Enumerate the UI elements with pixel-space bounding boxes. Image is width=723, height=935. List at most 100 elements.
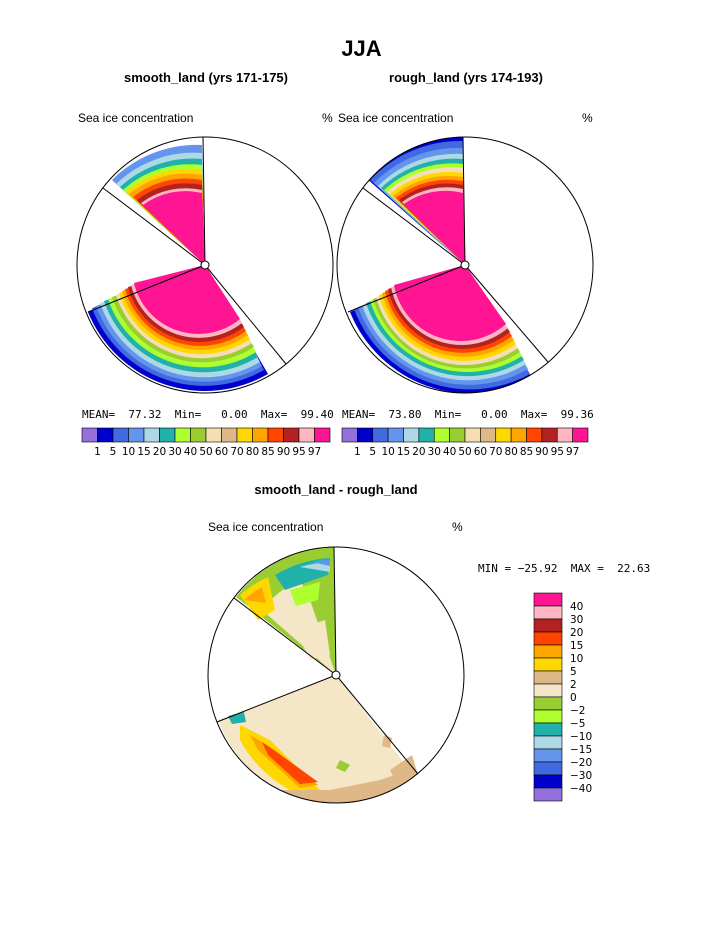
panel-1-colorbar-tick-label: 80	[246, 446, 259, 458]
panel-1-max-value: 99.40	[300, 408, 334, 421]
panel-2-variable-label: Sea ice concentration	[338, 111, 454, 125]
panel-1-colorbar-tick-label: 20	[153, 446, 166, 458]
panel-2-colorbar-swatch	[541, 427, 558, 443]
panel-1-units-label: %	[322, 111, 333, 125]
panel-2-colorbar-swatch	[418, 427, 435, 443]
panel-3-colorbar-tick-label: −30	[570, 770, 592, 782]
panel-2-colorbar-tick-label: 15	[397, 446, 410, 458]
panel-2-mean-value: 73.80	[388, 408, 422, 421]
panel-1-colorbar-swatch	[190, 427, 207, 443]
panel-1-map	[76, 136, 334, 394]
panel-3-title: smooth_land - rough_land	[254, 482, 418, 497]
panel-2-colorbar-swatch	[449, 427, 466, 443]
panel-1-colorbar-swatch	[143, 427, 160, 443]
panel-1-colorbar-swatch	[112, 427, 129, 443]
panel-1-colorbar-swatch	[236, 427, 253, 443]
panel-1-map-outline	[76, 136, 334, 394]
panel-2-colorbar-swatch	[526, 427, 543, 443]
panel-2-colorbar-tick-label: 10	[381, 446, 394, 458]
panel-1-mean-label: MEAN=	[82, 408, 116, 421]
panel-1-colorbar-swatch	[128, 427, 145, 443]
panel-3-colorbar-tick-label: 20	[570, 627, 583, 639]
panel-2-colorbar-tick-label: 95	[551, 446, 564, 458]
panel-2-colorbar-swatch	[341, 427, 358, 443]
panel-2-colorbar-tick-label: 30	[428, 446, 441, 458]
panel-1-colorbar-swatch	[252, 427, 269, 443]
panel-2-min-value: 0.00	[481, 408, 508, 421]
panel-1-mean-value: 77.32	[128, 408, 162, 421]
panel-1-min-value: 0.00	[221, 408, 248, 421]
panel-3-colorbar-tick-label: 10	[570, 653, 583, 665]
panel-1-stats: MEAN= 77.32 Min= 0.00 Max= 99.40	[82, 408, 334, 421]
panel-3-colorbar-swatch	[533, 605, 563, 620]
panel-3-colorbar-tick-label: 15	[570, 640, 583, 652]
panel-3-units-label: %	[452, 520, 463, 534]
panel-3-colorbar-tick-label: −10	[570, 731, 592, 743]
panel-3-colorbar-swatch	[533, 683, 563, 698]
panel-3-upper-sector	[236, 547, 336, 675]
panel-3-colorbar-tick-label: −15	[570, 744, 592, 756]
panel-3-colorbar-swatch	[533, 787, 563, 802]
panel-1-lower-sector	[88, 265, 268, 391]
panel-2-map-outline	[336, 136, 594, 394]
panel-3-colorbar-tick-label: −20	[570, 757, 592, 769]
panel-2-colorbar-swatch	[372, 427, 389, 443]
panel-2-colorbar-tick-label: 85	[520, 446, 533, 458]
panel-3-colorbar-tick-label: −40	[570, 783, 592, 795]
panel-3-colorbar-swatch	[533, 670, 563, 685]
panel-1-colorbar-tick-label: 95	[292, 446, 305, 458]
panel-2-colorbar-tick-label: 50	[458, 446, 471, 458]
figure-title: JJA	[341, 36, 382, 61]
panel-1-colorbar-tick-label: 97	[308, 446, 321, 458]
panel-3-colorbar-swatch	[533, 631, 563, 646]
panel-1-title: smooth_land (yrs 171-175)	[123, 70, 288, 85]
panel-3-colorbar-swatch	[533, 644, 563, 659]
panel-2-stats: MEAN= 73.80 Min= 0.00 Max= 99.36	[342, 408, 594, 421]
panel-1-colorbar-tick-label: 40	[184, 446, 197, 458]
panel-1-colorbar-swatch	[159, 427, 176, 443]
panel-2-colorbar-tick-label: 1	[354, 446, 361, 458]
panel-2-colorbar-swatch	[572, 427, 589, 443]
panel-3-minmax: MIN = −25.92 MAX = 22.63	[478, 562, 651, 575]
panel-2-colorbar-tick-label: 80	[504, 446, 517, 458]
panel-3-colorbar-swatch	[533, 735, 563, 750]
panel-3-colorbar-tick-label: −2	[570, 705, 585, 717]
panel-1-colorbar-swatch	[174, 427, 191, 443]
panel-3-colorbar-swatch	[533, 657, 563, 672]
panel-2-units-label: %	[582, 111, 593, 125]
panel-2-colorbar-swatch	[510, 427, 527, 443]
panel-1-colorbar-swatch	[205, 427, 222, 443]
panel-3-map	[207, 546, 465, 804]
panel-3-map-outline	[207, 546, 465, 804]
panel-3-variable-label: Sea ice concentration	[208, 520, 324, 534]
panel-2-colorbar-tick-label: 97	[566, 446, 579, 458]
panel-1-min-label: Min=	[174, 408, 202, 421]
panel-1-colorbar-swatch	[314, 427, 331, 443]
panel-2-colorbar-swatch	[403, 427, 420, 443]
panel-1-colorbar-tick-label: 30	[168, 446, 181, 458]
panel-1-colorbar-tick-label: 1	[94, 446, 101, 458]
panel-3-lower-sector	[218, 675, 418, 803]
panel-2-colorbar-tick-label: 90	[535, 446, 548, 458]
panel-2-colorbar-swatch	[357, 427, 374, 443]
panel-1-colorbar-swatch	[97, 427, 114, 443]
panel-3-colorbar-tick-label: 0	[570, 692, 577, 704]
panel-1-max-label: Max=	[260, 408, 288, 421]
panel-3-colorbar-tick-label: 30	[570, 614, 583, 626]
panel-3-colorbar-tick-label: 2	[570, 679, 577, 691]
panel-2-mean-label: MEAN=	[342, 408, 376, 421]
panel-1-colorbar-swatch	[221, 427, 238, 443]
panel-1-colorbar-tick-label: 50	[199, 446, 212, 458]
panel-2-colorbar-swatch	[387, 427, 404, 443]
panel-2-title: rough_land (yrs 174-193)	[389, 70, 543, 85]
panel-1-colorbar-tick-label: 60	[215, 446, 228, 458]
panel-2-colorbar-tick-label: 70	[489, 446, 502, 458]
panel-2-colorbar-tick-label: 40	[443, 446, 456, 458]
panel-2-colorbar-tick-label: 60	[474, 446, 487, 458]
panel-2-colorbar-tick-label: 5	[369, 446, 376, 458]
panel-3-colorbar-tick-label: 40	[570, 601, 583, 613]
panel-1-colorbar-swatch	[298, 427, 315, 443]
panel-3-colorbar-swatch	[533, 722, 563, 737]
